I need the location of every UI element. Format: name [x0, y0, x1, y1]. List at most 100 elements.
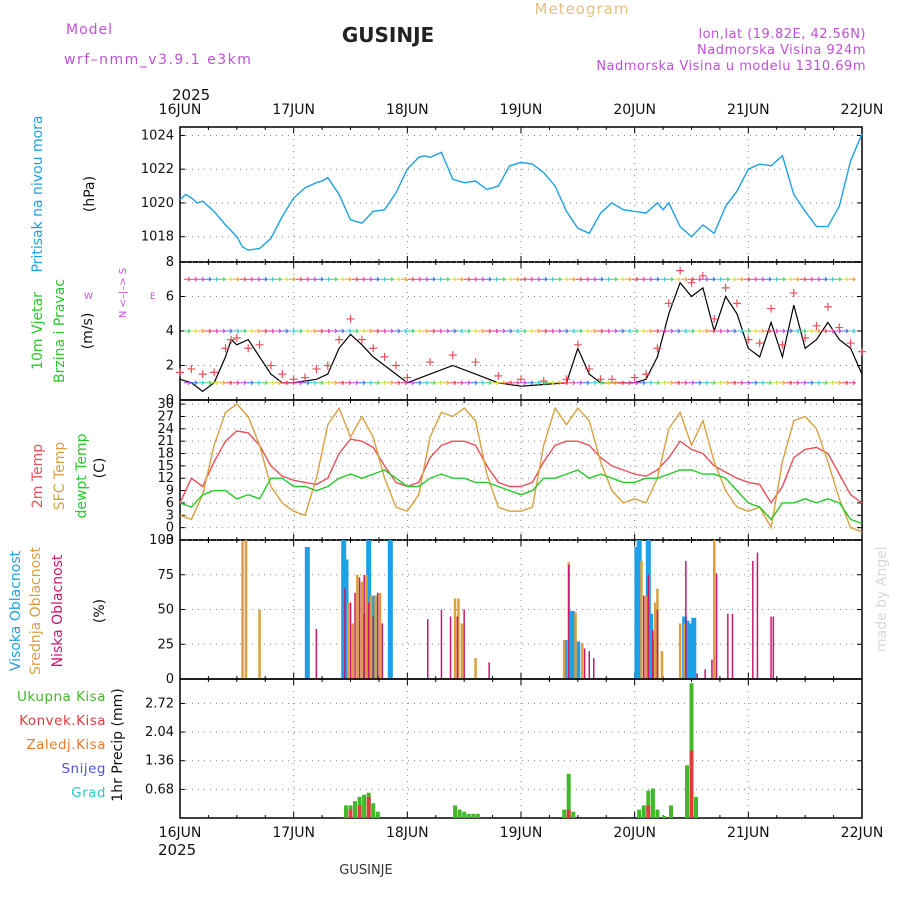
temperature-ytick-label: 6: [166, 496, 174, 511]
x-tick-bottom-16jun: 16JUN: [159, 825, 202, 841]
gust-marker: [846, 339, 855, 348]
wind-arrow: [310, 276, 318, 282]
wind-arrow: [765, 328, 773, 334]
cloud-bar: [244, 540, 248, 679]
precip-bar: [562, 809, 567, 818]
wind-arrow: [814, 328, 822, 334]
clouds-ytick-label: 100: [149, 533, 174, 548]
cloud-bar: [683, 623, 686, 679]
wind-arrow: [422, 276, 430, 282]
gust-marker: [710, 314, 719, 323]
model-elevation: Nadmorska Visina u modelu 1310.69m: [596, 59, 866, 74]
cloud-bar: [562, 640, 566, 679]
wind-arrow: [688, 276, 696, 282]
wind-arrow: [492, 380, 500, 386]
precip-bar: [457, 809, 462, 818]
wind-arrow: [639, 276, 647, 282]
cloud-bar: [593, 658, 595, 679]
cloud-unit: (%): [92, 599, 108, 623]
temperature-ytick-label: 21: [157, 434, 174, 449]
wind-arrow: [702, 276, 710, 282]
precip-bar: [650, 788, 655, 818]
gust-marker: [767, 304, 776, 313]
gust-marker: [266, 361, 275, 370]
precip-legend-0: Ukupna Kisa: [17, 689, 106, 705]
wind-arrow: [569, 276, 577, 282]
wind-arrow: [730, 328, 738, 334]
gust-marker: [812, 321, 821, 330]
wind-arrow: [653, 380, 661, 386]
wind-arrow: [394, 328, 402, 334]
cloud-bar: [354, 592, 356, 679]
cloud-bar: [772, 616, 775, 679]
wind-arrow: [751, 276, 759, 282]
wind-arrow: [317, 276, 325, 282]
wind-arrow: [737, 276, 745, 282]
precip-bar: [669, 805, 673, 818]
wind-arrow: [212, 380, 220, 386]
wind-arrow: [814, 276, 822, 282]
model-label: Model: [66, 22, 113, 38]
wind-arrow: [331, 380, 339, 386]
wind-title-2: Brzina i Pravac: [52, 279, 68, 383]
precip-bar: [357, 805, 362, 818]
cloud-bar: [387, 540, 393, 679]
wind-arrow: [443, 380, 451, 386]
gust-marker: [755, 339, 764, 348]
wind-arrow: [527, 380, 535, 386]
precip-legend-3: Snijeg: [61, 761, 106, 777]
gust-marker: [642, 370, 651, 379]
wind-compass-ns: N <–|–> S: [118, 268, 129, 318]
wind-arrow: [611, 380, 619, 386]
wind-arrow: [275, 276, 283, 282]
cloud-bar: [304, 547, 310, 679]
wind-arrow: [828, 276, 836, 282]
wind-arrow: [373, 328, 381, 334]
year-top: 2025: [172, 86, 210, 104]
wind-arrow: [506, 380, 514, 386]
wind-arrow: [842, 380, 850, 386]
panel-pressure: 1018 1020 1022 1024: [141, 126, 863, 263]
wind-arrow: [681, 380, 689, 386]
wind-arrow: [576, 380, 584, 386]
cloud-bar: [344, 588, 346, 679]
wind-arrow: [317, 380, 325, 386]
x-tick-top-16jun: 16JUN: [159, 102, 202, 118]
wind-arrow: [695, 276, 703, 282]
wind-arrow: [716, 380, 724, 386]
precip-bar: [366, 796, 371, 818]
cloud-bar: [241, 541, 244, 679]
pressure-ytick-label: 1024: [141, 128, 174, 143]
cloud-bar: [449, 616, 452, 679]
wind-arrow: [793, 328, 801, 334]
wind-arrow: [289, 276, 297, 282]
wind-arrow: [716, 328, 724, 334]
gust-marker: [823, 302, 832, 311]
wind-arrow: [478, 276, 486, 282]
wind-arrow: [184, 380, 192, 386]
wind-arrow: [261, 328, 269, 334]
cloud-bar: [583, 648, 586, 679]
gust-marker: [471, 358, 480, 367]
wind-arrow: [828, 328, 836, 334]
wind-arrow: [443, 328, 451, 334]
wind-arrow: [429, 328, 437, 334]
temperature-ytick-label: 12: [157, 471, 174, 486]
wind-ytick-label: 0: [166, 393, 174, 408]
gust-marker: [255, 340, 264, 349]
precip-legend-1: Konvek.Kisa: [19, 713, 106, 729]
wind-arrow: [639, 328, 647, 334]
cloud-bar: [713, 540, 716, 679]
cloud-bar: [453, 598, 457, 679]
temperature-ytick-label: 18: [157, 447, 174, 462]
wind-arrow: [611, 328, 619, 334]
wind-arrow: [548, 276, 556, 282]
wind-arrow: [366, 328, 374, 334]
wind-arrow: [604, 276, 612, 282]
cloud-bar: [427, 619, 429, 679]
temp-title-sfc: SFC Temp: [52, 442, 68, 511]
wind-arrow: [184, 328, 192, 334]
cloud-bar: [349, 602, 352, 679]
wind-arrow: [485, 380, 493, 386]
wind-arrow: [387, 328, 395, 334]
